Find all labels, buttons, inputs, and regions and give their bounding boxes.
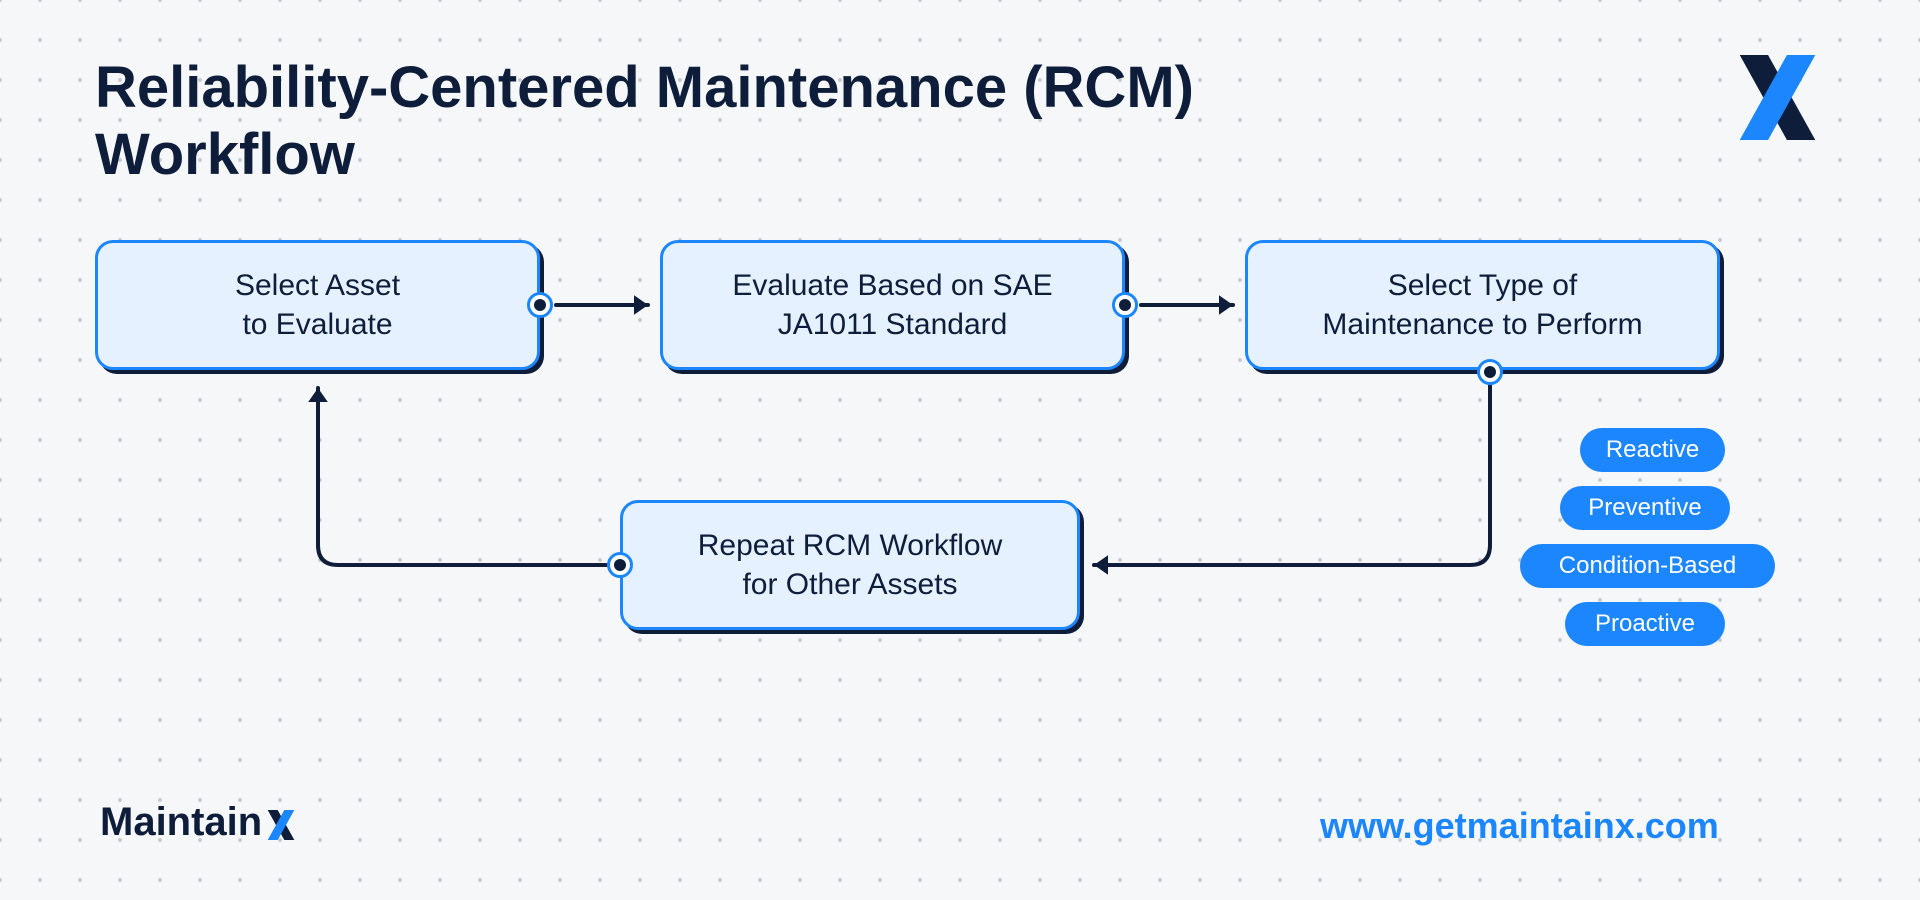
maintenance-type-pill-0: Reactive [1580,428,1725,472]
flow-node-n4: Repeat RCM Workflowfor Other Assets [620,500,1080,630]
footer-brand-logo: Maintain [100,800,298,845]
flow-port-n1 [527,292,553,318]
maintenance-type-pill-2: Condition-Based [1520,544,1775,588]
flow-node-label: Evaluate Based on SAEJA1011 Standard [732,266,1052,344]
flow-port-n2 [1112,292,1138,318]
flow-node-n1: Select Assetto Evaluate [95,240,540,370]
flow-port-n3 [1477,359,1503,385]
footer-url: www.getmaintainx.com [1320,805,1719,847]
maintenance-type-pill-1: Preventive [1560,486,1730,530]
maintenance-type-pill-3: Proactive [1565,602,1725,646]
flow-node-label: Select Assetto Evaluate [235,266,400,344]
footer-brand-text: Maintain [100,800,262,845]
flow-node-n2: Evaluate Based on SAEJA1011 Standard [660,240,1125,370]
diagram-title: Reliability-Centered Maintenance (RCM)Wo… [95,55,1194,188]
flow-node-n3: Select Type ofMaintenance to Perform [1245,240,1720,370]
brand-x-logo-icon [1730,55,1825,140]
flow-port-n4 [607,552,633,578]
flow-node-label: Repeat RCM Workflowfor Other Assets [698,526,1003,604]
flow-node-label: Select Type ofMaintenance to Perform [1322,266,1642,344]
